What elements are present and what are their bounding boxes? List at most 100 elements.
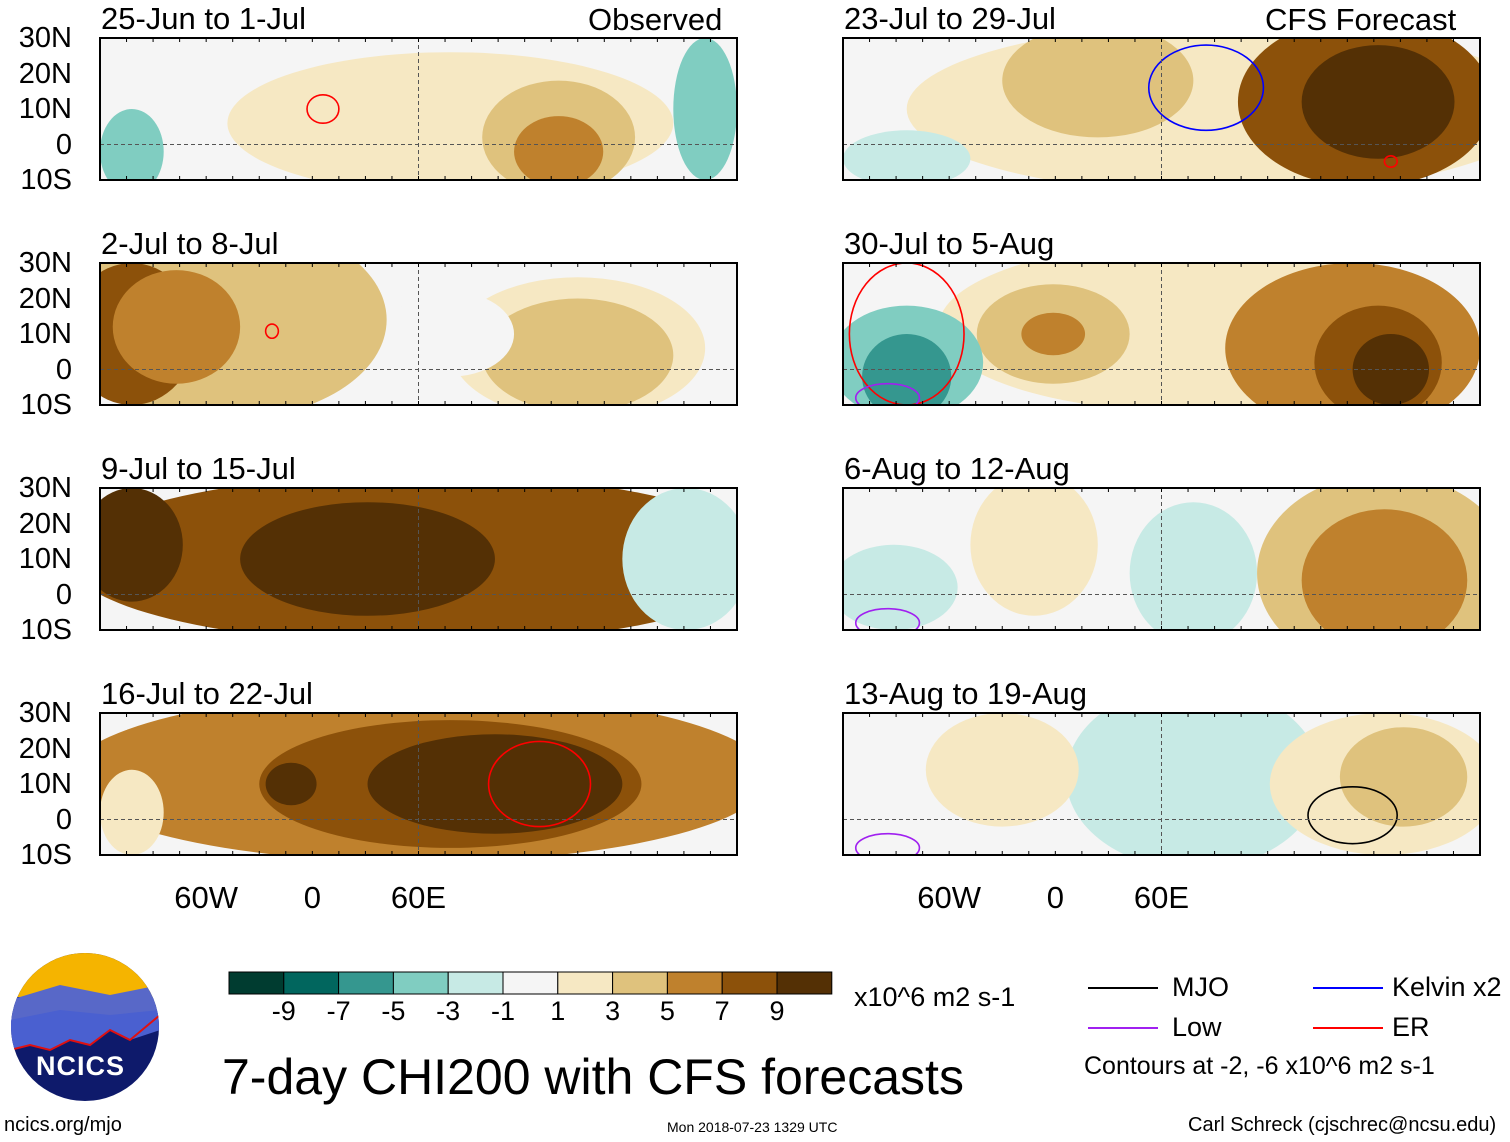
lat-tick-label: 0	[55, 803, 72, 836]
anomaly-shading	[862, 334, 952, 405]
anomaly-shading	[514, 116, 604, 180]
anomaly-shading	[1002, 38, 1194, 138]
anomaly-shading	[1339, 727, 1468, 827]
lat-tick-label: 0	[55, 578, 72, 611]
lat-tick-label: 0	[55, 353, 72, 386]
anomaly-shading	[1301, 45, 1455, 159]
anomaly-shading	[673, 38, 737, 180]
colorbar-swatch	[776, 971, 833, 995]
colorbar-swatch	[392, 971, 449, 995]
lon-tick-label: 60W	[174, 880, 239, 915]
lat-tick-label: 20N	[18, 282, 72, 315]
lat-tick-label: 10N	[18, 318, 72, 350]
colorbar-tick-label: -1	[490, 996, 516, 1026]
panel-title: 2-Jul to 8-Jul	[101, 226, 279, 261]
contour-note: Contours at -2, -6 x10^6 m2 s-1	[1084, 1052, 1435, 1080]
wave-contour	[854, 382, 921, 405]
wave-contour	[487, 740, 592, 828]
colorbar-tick-label: 3	[605, 996, 621, 1026]
lat-tick-label: 30N	[18, 22, 72, 54]
anomaly-shading	[1021, 312, 1086, 356]
colorbar-swatch	[283, 971, 340, 995]
lat-tick-label: 0	[55, 128, 72, 161]
map-panel	[99, 37, 738, 181]
wave-contour	[1307, 786, 1398, 845]
map-panel	[842, 262, 1481, 406]
colorbar-swatch	[612, 971, 668, 995]
map-panel	[842, 712, 1481, 856]
colorbar-tick-label: 9	[769, 996, 785, 1026]
lat-tick-label: 10S	[20, 389, 72, 421]
lat-tick-label: 10N	[18, 543, 72, 575]
anomaly-shading	[386, 291, 515, 377]
map-panel	[99, 262, 738, 406]
wave-contour	[264, 323, 280, 340]
lat-tick-label: 30N	[18, 697, 72, 729]
anomaly-shading	[100, 769, 164, 855]
lat-tick-label: 20N	[18, 507, 72, 540]
lat-tick-label: 10S	[20, 839, 72, 871]
anomaly-shading	[100, 109, 164, 180]
anomaly-shading	[925, 713, 1079, 827]
anomaly-shading	[1129, 502, 1258, 630]
anomaly-shading	[100, 488, 183, 602]
lat-tick-label: 20N	[18, 57, 72, 90]
panel-title: 30-Jul to 5-Aug	[844, 226, 1055, 261]
map-panel	[99, 712, 738, 856]
legend-mjo-label: MJO	[1172, 972, 1229, 1002]
anomaly-shading	[240, 502, 495, 616]
legend-er-label: ER	[1392, 1012, 1430, 1042]
source-url: ncics.org/mjo	[4, 1114, 122, 1136]
colorbar-swatch	[228, 971, 285, 995]
lat-tick-label: 10N	[18, 768, 72, 800]
colorbar-tick-label: -9	[271, 996, 296, 1026]
map-panel	[99, 487, 738, 631]
lat-tick-label: 30N	[18, 472, 72, 504]
legend-low-label: Low	[1172, 1012, 1222, 1042]
colorbar-tick-label: 5	[659, 996, 675, 1026]
map-panel	[842, 487, 1481, 631]
legend-kelvin-label: Kelvin x2	[1392, 972, 1502, 1002]
lat-tick-label: 10S	[20, 614, 72, 646]
colorbar-swatch	[447, 971, 504, 995]
observed-label: Observed	[588, 2, 723, 37]
wave-contour	[854, 832, 921, 855]
units-label: x10^6 m2 s-1	[854, 982, 1016, 1012]
colorbar-tick-label: -3	[436, 996, 461, 1026]
colorbar-swatch	[666, 971, 723, 995]
anomaly-shading	[112, 270, 241, 384]
panel-title: 16-Jul to 22-Jul	[101, 676, 313, 711]
anomaly-shading	[367, 734, 623, 834]
panel-title: 13-Aug to 19-Aug	[844, 676, 1088, 711]
lon-tick-label: 60W	[917, 880, 982, 915]
wave-contour	[306, 94, 340, 125]
anomaly-shading	[843, 130, 971, 180]
lat-tick-label: 20N	[18, 732, 72, 765]
figure-title: 7-day CHI200 with CFS forecasts	[222, 1049, 964, 1105]
timestamp: Mon 2018-07-23 1329 UTC	[667, 1119, 838, 1135]
wave-contour	[1383, 155, 1398, 169]
forecast-label: CFS Forecast	[1265, 2, 1457, 37]
colorbar-tick-label: 1	[550, 996, 566, 1026]
colorbar-tick-label: 7	[714, 996, 730, 1026]
colorbar-tick-label: -5	[381, 996, 406, 1026]
colorbar-swatch	[502, 971, 559, 995]
lat-tick-label: 10N	[18, 93, 72, 125]
colorbar-swatch	[557, 971, 614, 995]
wave-contour	[1147, 44, 1265, 132]
lat-tick-label: 30N	[18, 247, 72, 279]
anomaly-shading	[265, 762, 317, 806]
wave-contour	[854, 607, 921, 630]
lat-tick-label: 10S	[20, 164, 72, 196]
logo-text: NCICS	[36, 1051, 126, 1081]
wave-contour	[848, 263, 965, 405]
anomaly-shading	[1301, 509, 1468, 630]
anomaly-shading	[622, 488, 737, 630]
lon-tick-label: 60E	[1133, 880, 1190, 915]
anomaly-shading	[482, 298, 674, 405]
lon-tick-label: 60E	[390, 880, 447, 915]
map-panel	[842, 37, 1481, 181]
lon-tick-label: 0	[303, 880, 321, 915]
